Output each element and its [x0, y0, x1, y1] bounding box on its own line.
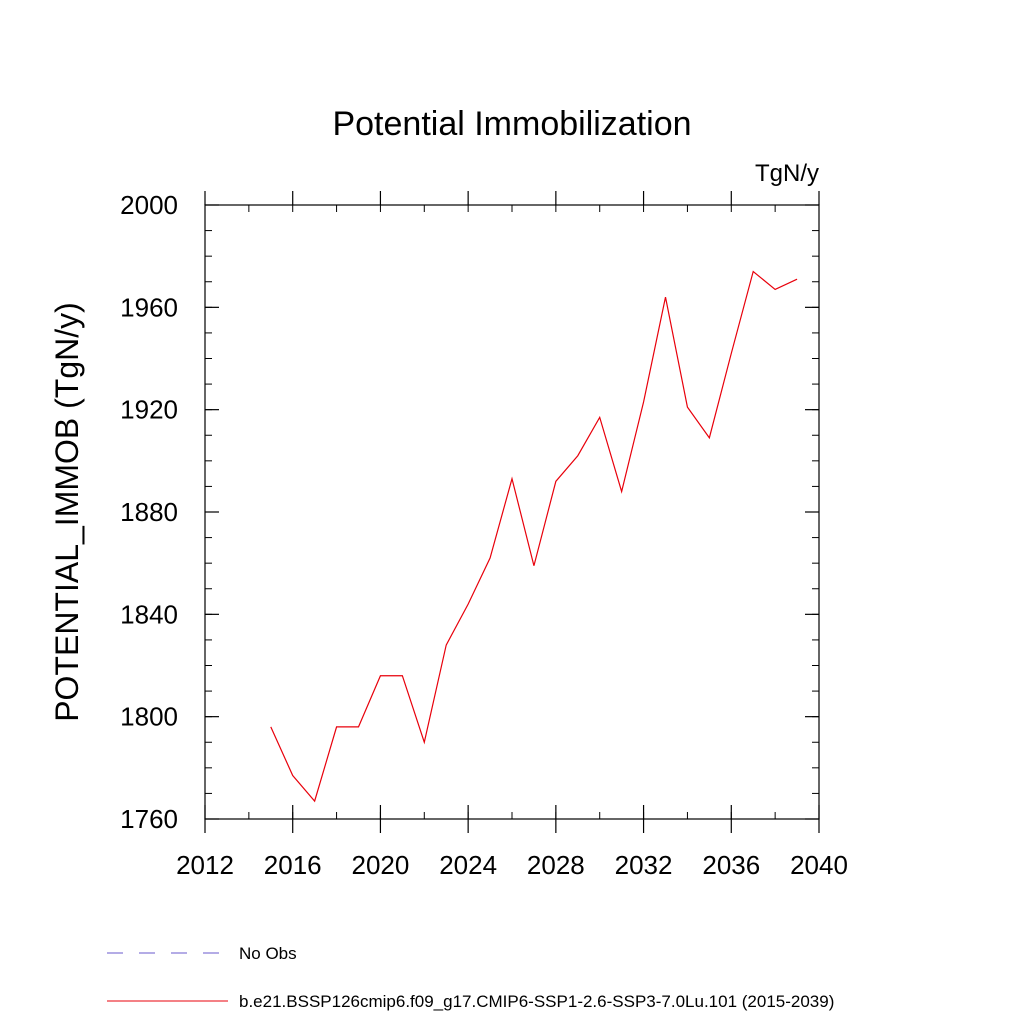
- legend: No Obs b.e21.BSSP126cmip6.f09_g17.CMIP6-S…: [107, 944, 834, 1011]
- units-label: TgN/y: [755, 160, 819, 187]
- x-tick-label: 2024: [439, 850, 497, 880]
- y-tick-label: 1760: [120, 804, 178, 834]
- y-axis: 1760 1800 1840 1880 1920 1960 2000: [120, 190, 819, 834]
- x-tick-label: 2032: [615, 850, 673, 880]
- y-axis-label: POTENTIAL_IMMOB (TgN/y): [49, 302, 85, 722]
- plot-frame: [204, 204, 820, 820]
- x-tick-label: 2036: [702, 850, 760, 880]
- x-tick-label: 2012: [176, 850, 234, 880]
- y-tick-label: 1840: [120, 599, 178, 629]
- legend-label-0: No Obs: [239, 944, 297, 963]
- legend-label-1: b.e21.BSSP126cmip6.f09_g17.CMIP6-SSP1-2.…: [239, 992, 834, 1011]
- y-tick-label: 1920: [120, 395, 178, 425]
- y-tick-label: 1800: [120, 702, 178, 732]
- x-tick-label: 2020: [352, 850, 410, 880]
- series-group: [270, 270, 798, 803]
- y-tick-label: 1960: [120, 292, 178, 322]
- series-line-0: [270, 270, 798, 803]
- y-tick-label: 1880: [120, 497, 178, 527]
- x-tick-label: 2016: [264, 850, 322, 880]
- x-axis: 2012 2016 2020 2024 2028 2032 2036 2040: [176, 191, 848, 880]
- x-tick-label: 2040: [790, 850, 848, 880]
- y-tick-label: 2000: [120, 190, 178, 220]
- chart-title: Potential Immobilization: [332, 105, 691, 143]
- x-tick-label: 2028: [527, 850, 585, 880]
- minor-ticks: [204, 204, 820, 820]
